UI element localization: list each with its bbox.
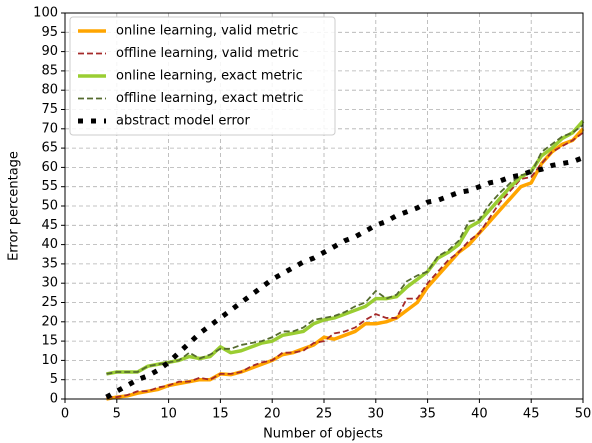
y-axis-label: Error percentage	[7, 151, 22, 261]
y-tick-label: 85	[41, 63, 58, 78]
y-tick-label: 5	[50, 372, 58, 387]
y-tick-label: 75	[41, 102, 58, 117]
y-tick-label: 25	[41, 295, 58, 310]
y-tick-label: 20	[41, 314, 58, 329]
y-tick-label: 15	[41, 334, 58, 349]
y-tick-label: 50	[41, 199, 58, 214]
x-tick-label: 30	[368, 407, 385, 422]
x-tick-label: 0	[61, 407, 69, 422]
y-tick-label: 40	[41, 237, 58, 252]
x-tick-label: 5	[113, 407, 121, 422]
data-line	[106, 119, 585, 376]
y-tick-label: 35	[41, 256, 58, 271]
legend-label: offline learning, valid metric	[116, 46, 299, 61]
x-tick-label: 25	[316, 407, 333, 422]
legend: online learning, valid metric offline lea…	[69, 16, 336, 136]
plot-frame	[64, 12, 584, 400]
legend-label: abstract model error	[116, 114, 251, 129]
x-tick-label: 45	[523, 407, 540, 422]
y-tick-label: 10	[41, 353, 58, 368]
x-tick-label: 40	[471, 407, 488, 422]
x-tick-label: 10	[160, 407, 177, 422]
y-tick-label: 60	[41, 160, 58, 175]
x-tick-label: 35	[419, 407, 436, 422]
data-line	[105, 155, 584, 400]
y-tick-label: 45	[41, 218, 58, 233]
y-tick-label: 95	[41, 25, 58, 40]
y-tick-label: 30	[41, 276, 58, 291]
legend-label: online learning, exact metric	[116, 69, 303, 84]
y-tick-label: 80	[41, 83, 58, 98]
x-tick-label: 50	[575, 407, 592, 422]
legend-label: offline learning, exact metric	[116, 91, 303, 106]
y-tick-label: 100	[33, 6, 58, 21]
y-tick-label: 65	[41, 141, 58, 156]
y-tick-label: 70	[41, 121, 58, 136]
x-tick-label: 15	[212, 407, 229, 422]
legend-box	[69, 16, 336, 136]
data-line	[106, 131, 584, 398]
legend-label: online learning, valid metric	[116, 24, 298, 39]
data-line	[106, 124, 584, 375]
x-tick-label: 20	[264, 407, 281, 422]
y-tick-label: 0	[50, 392, 58, 407]
y-tick-label: 90	[41, 44, 58, 59]
x-axis-label: Number of objects	[263, 427, 383, 442]
y-tick-label: 55	[41, 179, 58, 194]
